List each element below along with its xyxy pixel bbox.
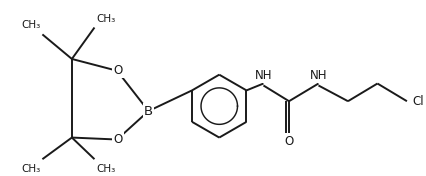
Text: O: O bbox=[113, 64, 123, 77]
Text: NH: NH bbox=[310, 69, 327, 81]
Text: CH₃: CH₃ bbox=[21, 20, 40, 30]
Text: CH₃: CH₃ bbox=[96, 14, 116, 24]
Text: B: B bbox=[144, 105, 153, 118]
Text: CH₃: CH₃ bbox=[21, 164, 40, 174]
Text: Cl: Cl bbox=[413, 95, 424, 108]
Text: O: O bbox=[113, 133, 123, 146]
Text: CH₃: CH₃ bbox=[96, 164, 116, 174]
Text: O: O bbox=[285, 135, 294, 148]
Text: NH: NH bbox=[255, 69, 272, 81]
